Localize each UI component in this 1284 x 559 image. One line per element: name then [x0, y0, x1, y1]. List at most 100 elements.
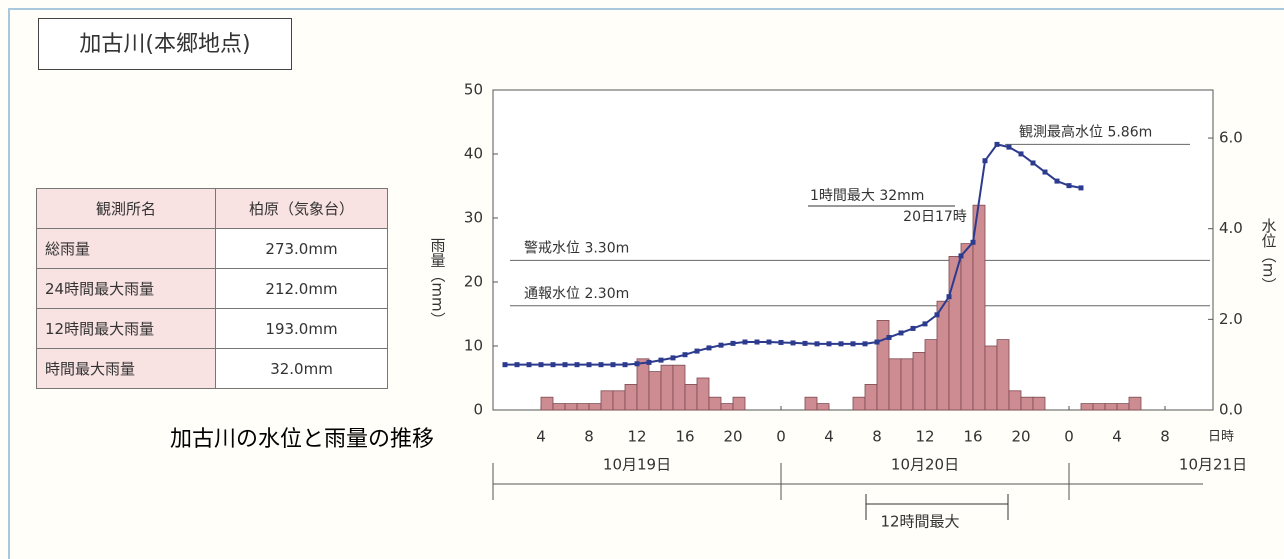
reference-label: 警戒水位 3.30m: [524, 240, 629, 256]
cell: 193.0mm: [215, 308, 388, 349]
rain-bar: [816, 403, 830, 411]
water-level-point: [958, 253, 964, 259]
y2-tick-label: 0.0: [1219, 401, 1243, 419]
rain-bar: [912, 351, 926, 411]
x-tick-label: 12: [627, 428, 646, 446]
water-level-point: [1066, 183, 1072, 189]
y-axis-label: 雨量（mm）: [429, 237, 447, 326]
rain-bar: [876, 319, 890, 411]
water-level-point: [502, 362, 508, 368]
rain-bar: [1128, 396, 1142, 411]
y-tick-label: 30: [464, 209, 483, 227]
y2-tick-label: 6.0: [1219, 129, 1243, 147]
y2-axis-label: 水位（m）: [1260, 218, 1278, 293]
water-level-point: [694, 348, 700, 354]
rain-bar: [612, 390, 626, 411]
cell: 32.0mm: [215, 348, 388, 389]
rain-bar: [636, 358, 650, 411]
rain-bar: [1080, 403, 1094, 411]
water-level-point: [730, 340, 736, 346]
day-label: 10月19日: [603, 456, 671, 474]
rain-bar: [552, 403, 566, 411]
water-level-point: [814, 341, 820, 347]
water-level-point: [658, 357, 664, 363]
x-tick-label: 16: [963, 428, 982, 446]
x-tick-label: 4: [824, 428, 834, 446]
rain-bar: [720, 403, 734, 411]
water-level-point: [886, 334, 892, 340]
water-level-point: [1054, 178, 1060, 184]
rain-bar: [936, 300, 950, 411]
water-level-point: [754, 339, 760, 345]
rain-bar: [600, 390, 614, 411]
max-rain-time: 20日17時: [903, 209, 967, 225]
cell: 212.0mm: [215, 268, 388, 309]
water-level-point: [778, 339, 784, 345]
plot-area: [492, 89, 1214, 411]
y2-tick-label: 4.0: [1219, 219, 1243, 237]
row-label: 総雨量: [36, 228, 216, 269]
water-level-point: [574, 362, 580, 368]
frame: [8, 8, 1284, 559]
water-level-point: [898, 330, 904, 336]
water-level-point: [646, 359, 652, 365]
water-level-point: [622, 362, 628, 368]
water-level-point: [946, 294, 952, 300]
water-level-point: [1006, 144, 1012, 150]
water-level-point: [562, 362, 568, 368]
rain-bar: [672, 364, 686, 411]
header-cell: 柏原（気象台）: [215, 188, 388, 229]
rain-bar: [684, 383, 698, 411]
reference-label: 通報水位 2.30m: [524, 286, 629, 302]
water-level-point: [538, 362, 544, 368]
rain-bar: [1116, 403, 1130, 411]
table-row: 時間最大雨量 32.0mm: [36, 348, 388, 389]
x-tick-label: 4: [1112, 428, 1122, 446]
water-level-point: [982, 158, 988, 164]
water-level-point: [1042, 169, 1048, 175]
table-header: 観測所名 柏原（気象台）: [36, 188, 388, 229]
water-level-point: [1030, 160, 1036, 166]
water-level-point: [1078, 185, 1084, 191]
y-tick-label: 40: [464, 145, 483, 163]
rain-bar: [1020, 396, 1034, 411]
water-level-point: [970, 239, 976, 245]
rain-bar: [864, 383, 878, 411]
rain-bar: [540, 396, 554, 411]
water-level-point: [706, 345, 712, 351]
water-level-point: [550, 362, 556, 368]
water-level-point: [850, 341, 856, 347]
water-level-point: [826, 341, 832, 347]
reference-label: 観測最高水位 5.86m: [1019, 123, 1152, 140]
y-tick-label: 0: [473, 401, 483, 419]
rain-bar: [696, 377, 710, 411]
water-level-point: [994, 141, 1000, 147]
y-tick-label: 10: [464, 337, 483, 355]
y2-tick-label: 2.0: [1219, 310, 1243, 328]
water-level-point: [682, 352, 688, 358]
rain-bar: [1104, 403, 1118, 411]
rain-bar: [1092, 403, 1106, 411]
water-level-point: [790, 340, 796, 346]
rain-bar: [888, 358, 902, 411]
rain-bar: [660, 364, 674, 411]
rain-bar: [588, 403, 602, 411]
water-level-point: [862, 341, 868, 347]
x-tick-label: 16: [675, 428, 694, 446]
rain-bar: [648, 371, 662, 411]
day-label: 10月20日: [891, 456, 959, 474]
rain-bar: [996, 339, 1010, 411]
water-level-point: [766, 339, 772, 345]
row-label: 12時間最大雨量: [36, 308, 216, 349]
water-level-point: [934, 312, 940, 318]
water-level-point: [1018, 151, 1024, 157]
x-tick-label: 20: [1011, 428, 1030, 446]
water-level-point: [526, 362, 532, 368]
rain-bar: [804, 396, 818, 411]
water-level-point: [718, 342, 724, 348]
rain-bar: [1008, 390, 1022, 411]
x-tick-label: 4: [536, 428, 546, 446]
water-level-point: [838, 341, 844, 347]
